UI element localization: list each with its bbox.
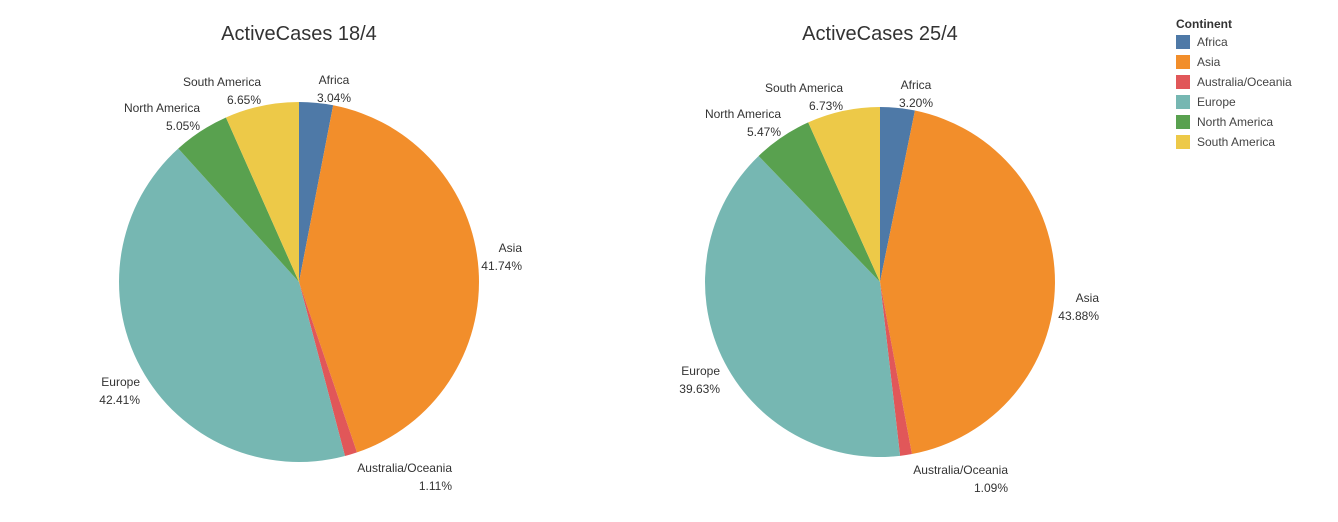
pie-slice-europe[interactable]: [119, 148, 345, 462]
legend-title: Continent: [1176, 17, 1232, 31]
legend-swatch: [1176, 35, 1190, 49]
slice-label-asia: Asia 41.74%: [481, 241, 522, 273]
legend-item-africa[interactable]: Africa: [1176, 32, 1326, 52]
pie-slice-north-america[interactable]: [758, 122, 880, 282]
legend-item-asia[interactable]: Asia: [1176, 52, 1326, 72]
chart-title-right: ActiveCases 25/4: [802, 23, 958, 45]
slice-label-africa: Africa 3.04%: [317, 73, 351, 105]
pie-slice-africa[interactable]: [299, 102, 334, 282]
legend: Continent Africa Asia Australia/Oceania …: [1176, 16, 1326, 152]
slice-label-name: Asia: [1076, 291, 1100, 305]
legend-swatch: [1176, 115, 1190, 129]
pie-slice-australia-oceania[interactable]: [880, 282, 912, 456]
slice-label-south-america: South America 6.65%: [183, 75, 261, 107]
slice-label-name: South America: [765, 81, 843, 95]
slice-label-name: Africa: [901, 78, 932, 92]
pie-slice-europe[interactable]: [705, 155, 901, 457]
slice-label-percent: 5.05%: [166, 119, 200, 133]
slice-label-europe: Europe 42.41%: [99, 375, 140, 407]
pie-slice-australia-oceania[interactable]: [299, 282, 357, 457]
slice-label-percent: 41.74%: [481, 259, 522, 273]
slice-label-australia-oceania: Australia/Oceania 1.11%: [357, 461, 452, 493]
slice-label-percent: 5.47%: [747, 125, 781, 139]
slice-label-percent: 39.63%: [679, 382, 720, 396]
legend-swatch: [1176, 135, 1190, 149]
pie-right: Africa 3.20% Asia 43.88% Australia/Oceania 1.…: [679, 78, 1099, 495]
slice-label-name: Australia/Oceania: [357, 461, 452, 475]
slice-label-percent: 1.09%: [974, 481, 1008, 495]
legend-label: Africa: [1197, 35, 1228, 49]
legend-swatch: [1176, 75, 1190, 89]
legend-label: Australia/Oceania: [1197, 75, 1292, 89]
slice-label-percent: 42.41%: [99, 393, 140, 407]
slice-label-percent: 43.88%: [1058, 309, 1099, 323]
legend-label: Europe: [1197, 95, 1236, 109]
legend-label: South America: [1197, 135, 1276, 149]
legend-item-north-america[interactable]: North America: [1176, 112, 1326, 132]
slice-label-south-america: South America 6.73%: [765, 81, 843, 113]
slice-label-north-america: North America 5.47%: [705, 107, 781, 139]
slice-label-australia-oceania: Australia/Oceania 1.09%: [913, 463, 1008, 495]
slice-label-name: North America: [124, 101, 200, 115]
slice-label-name: Australia/Oceania: [913, 463, 1008, 477]
slice-label-percent: 3.04%: [317, 91, 351, 105]
slice-label-name: Africa: [319, 73, 350, 87]
pie-slice-asia[interactable]: [299, 105, 479, 453]
pie-slice-africa[interactable]: [880, 107, 915, 282]
chart-title-left: ActiveCases 18/4: [221, 23, 377, 45]
slice-label-percent: 3.20%: [899, 96, 933, 110]
legend-label: North America: [1197, 115, 1274, 129]
slice-label-africa: Africa 3.20%: [899, 78, 933, 110]
pie-slice-north-america[interactable]: [178, 117, 299, 283]
legend-swatch: [1176, 55, 1190, 69]
slice-label-name: Asia: [499, 241, 523, 255]
slice-label-name: Europe: [101, 375, 140, 389]
slice-label-name: Europe: [681, 364, 720, 378]
legend-label: Asia: [1197, 55, 1221, 69]
slice-label-percent: 6.65%: [227, 93, 261, 107]
slice-label-north-america: North America 5.05%: [124, 101, 200, 133]
slice-label-name: North America: [705, 107, 781, 121]
slice-label-asia: Asia 43.88%: [1058, 291, 1099, 323]
slice-label-percent: 1.11%: [419, 479, 452, 493]
legend-swatch: [1176, 95, 1190, 109]
slice-label-name: South America: [183, 75, 261, 89]
pie-slice-asia[interactable]: [880, 110, 1055, 455]
pie-slice-south-america[interactable]: [225, 102, 299, 282]
slice-label-europe: Europe 39.63%: [679, 364, 720, 396]
slice-label-percent: 6.73%: [809, 99, 843, 113]
pie-left: Africa 3.04% Asia 41.74% Australia/Oceania 1.…: [99, 73, 522, 493]
legend-item-australia-oceania[interactable]: Australia/Oceania: [1176, 72, 1326, 92]
legend-item-europe[interactable]: Europe: [1176, 92, 1326, 112]
legend-item-south-america[interactable]: South America: [1176, 132, 1326, 152]
pie-slice-south-america[interactable]: [808, 107, 880, 282]
